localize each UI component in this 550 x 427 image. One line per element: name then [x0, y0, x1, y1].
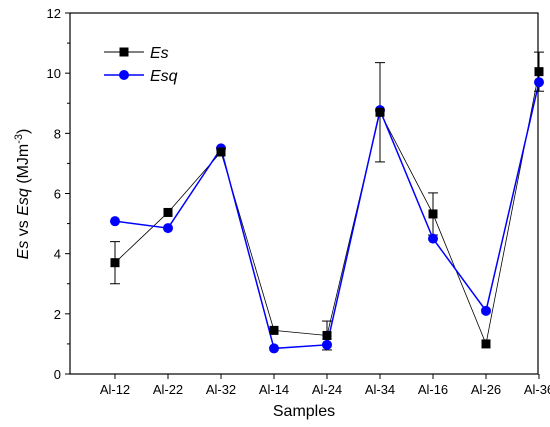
- y-axis-title: Es vs Esq (MJm-3): [13, 129, 32, 260]
- legend-marker-esq: [119, 70, 129, 80]
- x-tick-label: Al-16: [418, 382, 448, 397]
- data-point-esq: [534, 77, 544, 88]
- data-point-es: [269, 325, 279, 335]
- x-tick-label: Al-12: [100, 382, 130, 397]
- x-axis-title: Samples: [273, 403, 335, 420]
- y-tick-label: 8: [54, 126, 61, 141]
- legend: Es Esq: [104, 45, 178, 85]
- y-tick-label: 0: [54, 367, 61, 382]
- data-point-es: [534, 67, 544, 77]
- y-tick-label: 2: [54, 307, 61, 322]
- legend-label-esq: Esq: [150, 68, 178, 85]
- y-tick-label: 12: [47, 6, 61, 21]
- x-tick-label: Al-24: [312, 382, 342, 397]
- data-point-es: [428, 209, 438, 219]
- y-tick-label: 4: [54, 247, 61, 262]
- x-tick-label: Al-14: [259, 382, 289, 397]
- data-point-es: [481, 339, 491, 349]
- data-point-es: [216, 147, 226, 157]
- series-line-es: [114, 71, 540, 346]
- data-point-esq: [110, 216, 120, 227]
- data-point-es: [322, 330, 332, 340]
- data-point-es: [110, 258, 120, 268]
- x-tick-label: Al-26: [471, 382, 501, 397]
- data-point-esq: [269, 343, 279, 354]
- x-tick-label: Al-36: [524, 382, 550, 397]
- x-tick-label: Al-34: [365, 382, 395, 397]
- y-tick-label: 10: [47, 66, 61, 81]
- legend-label-es: Es: [150, 45, 169, 62]
- y-axis: 0 2 4 6 8 10 12: [47, 6, 70, 382]
- data-point-esq: [163, 223, 173, 234]
- x-axis: Al-12 Al-22 Al-32 Al-14 Al-24 Al-34 Al-16 Al-26…: [100, 374, 550, 397]
- x-tick-label: Al-32: [206, 382, 236, 397]
- data-point-es: [375, 107, 385, 117]
- plot-frame: [69, 12, 539, 375]
- data-point-esq: [428, 233, 438, 244]
- data-point-esq: [481, 305, 491, 316]
- x-tick-label: Al-22: [153, 382, 183, 397]
- data-point-es: [163, 207, 173, 217]
- legend-marker-es: [119, 47, 129, 57]
- data-point-esq: [322, 339, 332, 350]
- series-layer: [110, 51, 544, 354]
- y-tick-label: 6: [54, 187, 61, 202]
- series-line-esq: [114, 82, 540, 350]
